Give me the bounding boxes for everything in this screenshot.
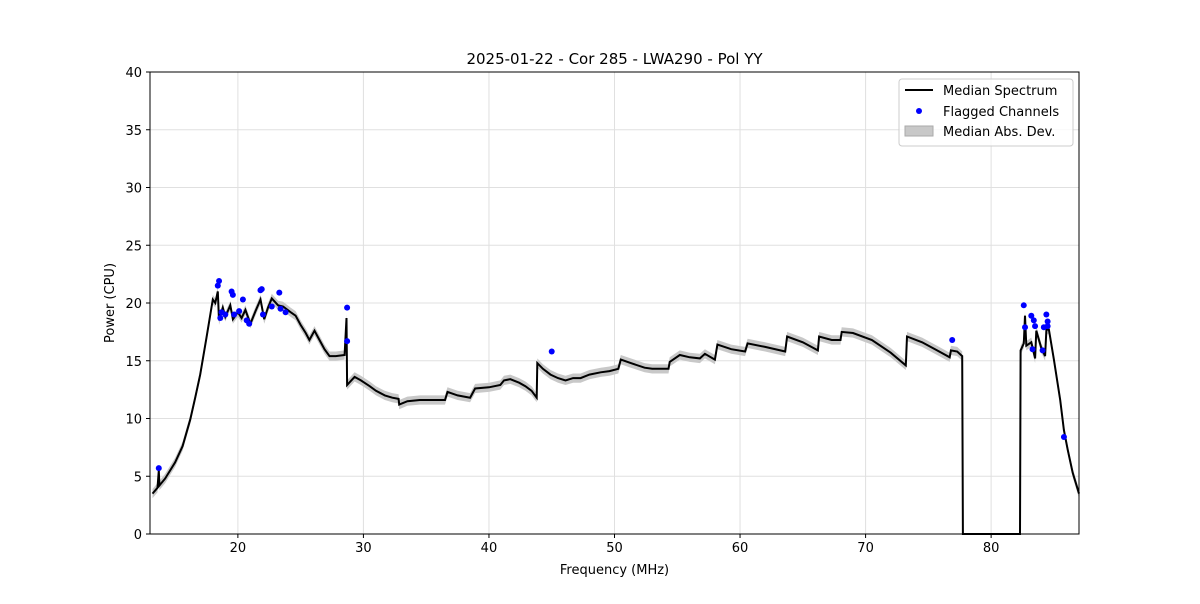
y-axis-label: Power (CPU) (103, 263, 118, 343)
flagged-channel-point (268, 303, 275, 310)
legend-flagged-swatch (916, 108, 922, 114)
legend-flagged-label: Flagged Channels (943, 105, 1059, 120)
y-tick-label: 15 (125, 355, 142, 370)
legend: Median Spectrum Flagged Channels Median … (898, 78, 1074, 147)
flagged-channel-point (1044, 323, 1051, 330)
legend-mad-swatch (904, 125, 934, 137)
y-tick-label: 35 (125, 124, 142, 139)
flagged-channel-point (246, 320, 253, 327)
flagged-channel-point (229, 291, 236, 298)
flagged-channel-point (548, 348, 555, 355)
flagged-channel-point (1039, 347, 1046, 354)
flagged-channel-point (217, 315, 224, 322)
flagged-channel-point (1043, 311, 1050, 318)
flagged-channel-point (155, 465, 162, 472)
flagged-channel-point (1028, 312, 1035, 319)
mad-band (152, 286, 1079, 534)
flagged-channel-point (1030, 317, 1037, 324)
x-tick-label: 20 (230, 541, 247, 556)
y-tick-label: 5 (134, 470, 142, 485)
flagged-channel-point (239, 296, 246, 303)
x-tick-label: 60 (732, 541, 749, 556)
flagged-channel-point (277, 305, 284, 312)
flagged-channel-point (1060, 433, 1067, 440)
x-axis-ticks: 20 30 40 50 60 70 80 (230, 534, 1000, 556)
median-spectrum-line (151, 291, 1080, 535)
flagged-channel-point (276, 289, 283, 296)
flagged-channel-point (344, 304, 351, 311)
flagged-channel-point (222, 311, 229, 318)
flagged-channel-point (259, 311, 266, 318)
flagged-channel-point (214, 282, 221, 289)
x-tick-label: 30 (355, 541, 372, 556)
flagged-channel-point (282, 309, 289, 316)
y-tick-label: 30 (125, 182, 142, 197)
y-tick-label: 0 (134, 528, 142, 543)
y-axis-ticks: 0 5 10 15 20 25 30 35 40 (125, 66, 150, 543)
flagged-channel-point (1029, 346, 1036, 353)
flagged-channel-point (1020, 302, 1027, 309)
flagged-channel-point (1022, 324, 1029, 331)
flagged-channel-point (949, 336, 956, 343)
x-tick-label: 40 (481, 541, 498, 556)
flagged-channel-point (1044, 318, 1051, 325)
chart-title: 2025-01-22 - Cor 285 - LWA290 - Pol YY (466, 50, 763, 68)
x-tick-label: 70 (857, 541, 874, 556)
flagged-channel-point (258, 286, 265, 293)
flagged-channel-point (344, 338, 351, 345)
flagged-channel-point (1032, 323, 1039, 330)
flagged-channel-point (216, 278, 223, 285)
legend-median-label: Median Spectrum (943, 84, 1057, 99)
y-tick-label: 10 (125, 413, 142, 428)
flagged-channels (155, 278, 1067, 472)
flagged-channel-point (231, 311, 238, 318)
grid (150, 71, 1079, 535)
legend-mad-label: Median Abs. Dev. (943, 125, 1055, 140)
flagged-channel-point (236, 308, 243, 315)
x-tick-label: 80 (983, 541, 1000, 556)
y-tick-label: 20 (125, 297, 142, 312)
x-axis-label: Frequency (MHz) (560, 563, 669, 578)
x-tick-label: 50 (606, 541, 623, 556)
y-tick-label: 25 (125, 239, 142, 254)
y-tick-label: 40 (125, 66, 142, 81)
